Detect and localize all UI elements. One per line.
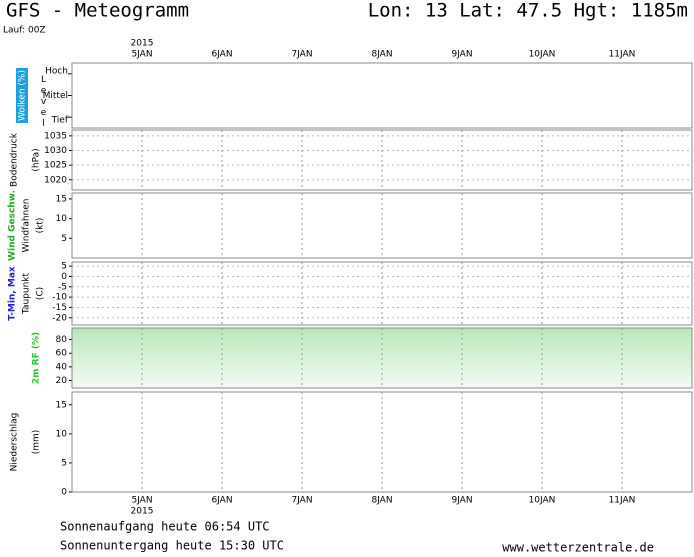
x-tick-label: 8JAN: [371, 496, 392, 506]
y-tick-label: 5: [61, 458, 67, 468]
y-axis-label: Windfahnen: [22, 199, 32, 253]
x-tick-label: 5JAN: [131, 496, 152, 506]
x-tick-label: 10JAN: [529, 50, 556, 60]
y-tick-label: 1020: [44, 175, 67, 185]
y-axis-label: (kt): [36, 218, 46, 234]
y-axis-label: Taupunkt: [22, 272, 32, 315]
x-tick-label: 9JAN: [451, 50, 472, 60]
y-tick-label: 1030: [44, 146, 67, 156]
y-tick-label: 10: [56, 429, 68, 439]
y-tick-label: 1025: [44, 161, 67, 171]
x-tick-label: 10JAN: [529, 496, 556, 506]
y-tick-label: 1035: [44, 131, 67, 141]
y-tick-label: -10: [52, 293, 67, 303]
y-tick-label: -15: [52, 303, 67, 313]
title: GFS - Meteogramm: [6, 0, 189, 22]
y-axis-label: (C): [36, 287, 46, 300]
x-tick-label: 8JAN: [371, 50, 392, 60]
x-tick-label: 5JAN: [131, 50, 152, 60]
y-tick-label: 10: [56, 214, 68, 224]
y-tick-label: 20: [56, 376, 68, 386]
year-label: 2015: [131, 39, 154, 49]
y-axis-label: Bodendruck: [10, 132, 20, 187]
y-tick-label: 15: [56, 400, 67, 410]
y-axis-label: Wind Geschw.: [8, 190, 18, 261]
y-axis-label: T-Min, Max: [8, 266, 18, 321]
y-tick-label: 40: [56, 362, 68, 372]
y-axis-label: Wolken (%): [18, 70, 28, 121]
y-axis-label: Niederschlag: [10, 413, 20, 472]
y-tick-label: 5: [61, 234, 67, 244]
x-tick-label: 7JAN: [291, 496, 312, 506]
layer-label: Hoch: [45, 66, 68, 76]
x-tick-label: 11JAN: [609, 50, 636, 60]
y-tick-label: 5: [61, 262, 67, 272]
x-tick-label: 7JAN: [291, 50, 312, 60]
x-tick-label: 6JAN: [211, 50, 232, 60]
wind-feather: [59, 206, 60, 212]
sunset: Sonnenuntergang heute 15:30 UTC: [60, 539, 284, 553]
y-axis-label: (hPa): [32, 148, 42, 171]
url: www.wetterzentrale.de: [502, 541, 654, 554]
run: Lauf: 00Z: [3, 26, 46, 36]
y-tick-label: 0: [61, 272, 67, 282]
y-tick-label: -20: [52, 313, 67, 323]
y-tick-label: 80: [56, 335, 68, 345]
year-label: 2015: [131, 507, 154, 517]
y-tick-label: 15: [56, 194, 67, 204]
layer-label: Tief: [51, 116, 69, 126]
y-tick-label: 60: [56, 349, 68, 359]
x-tick-label: 11JAN: [609, 496, 636, 506]
y-tick-label: -5: [58, 282, 67, 292]
sunrise: Sonnenaufgang heute 06:54 UTC: [60, 520, 270, 534]
level-label: Level: [39, 75, 49, 130]
y-axis-label: 2m RF (%): [32, 332, 42, 384]
y-tick-label: 0: [61, 488, 67, 498]
x-tick-label: 6JAN: [211, 496, 232, 506]
y-axis-label: (mm): [32, 430, 42, 455]
location: Lon: 13 Lat: 47.5 Hgt: 1185m: [368, 0, 688, 22]
x-tick-label: 9JAN: [451, 496, 472, 506]
